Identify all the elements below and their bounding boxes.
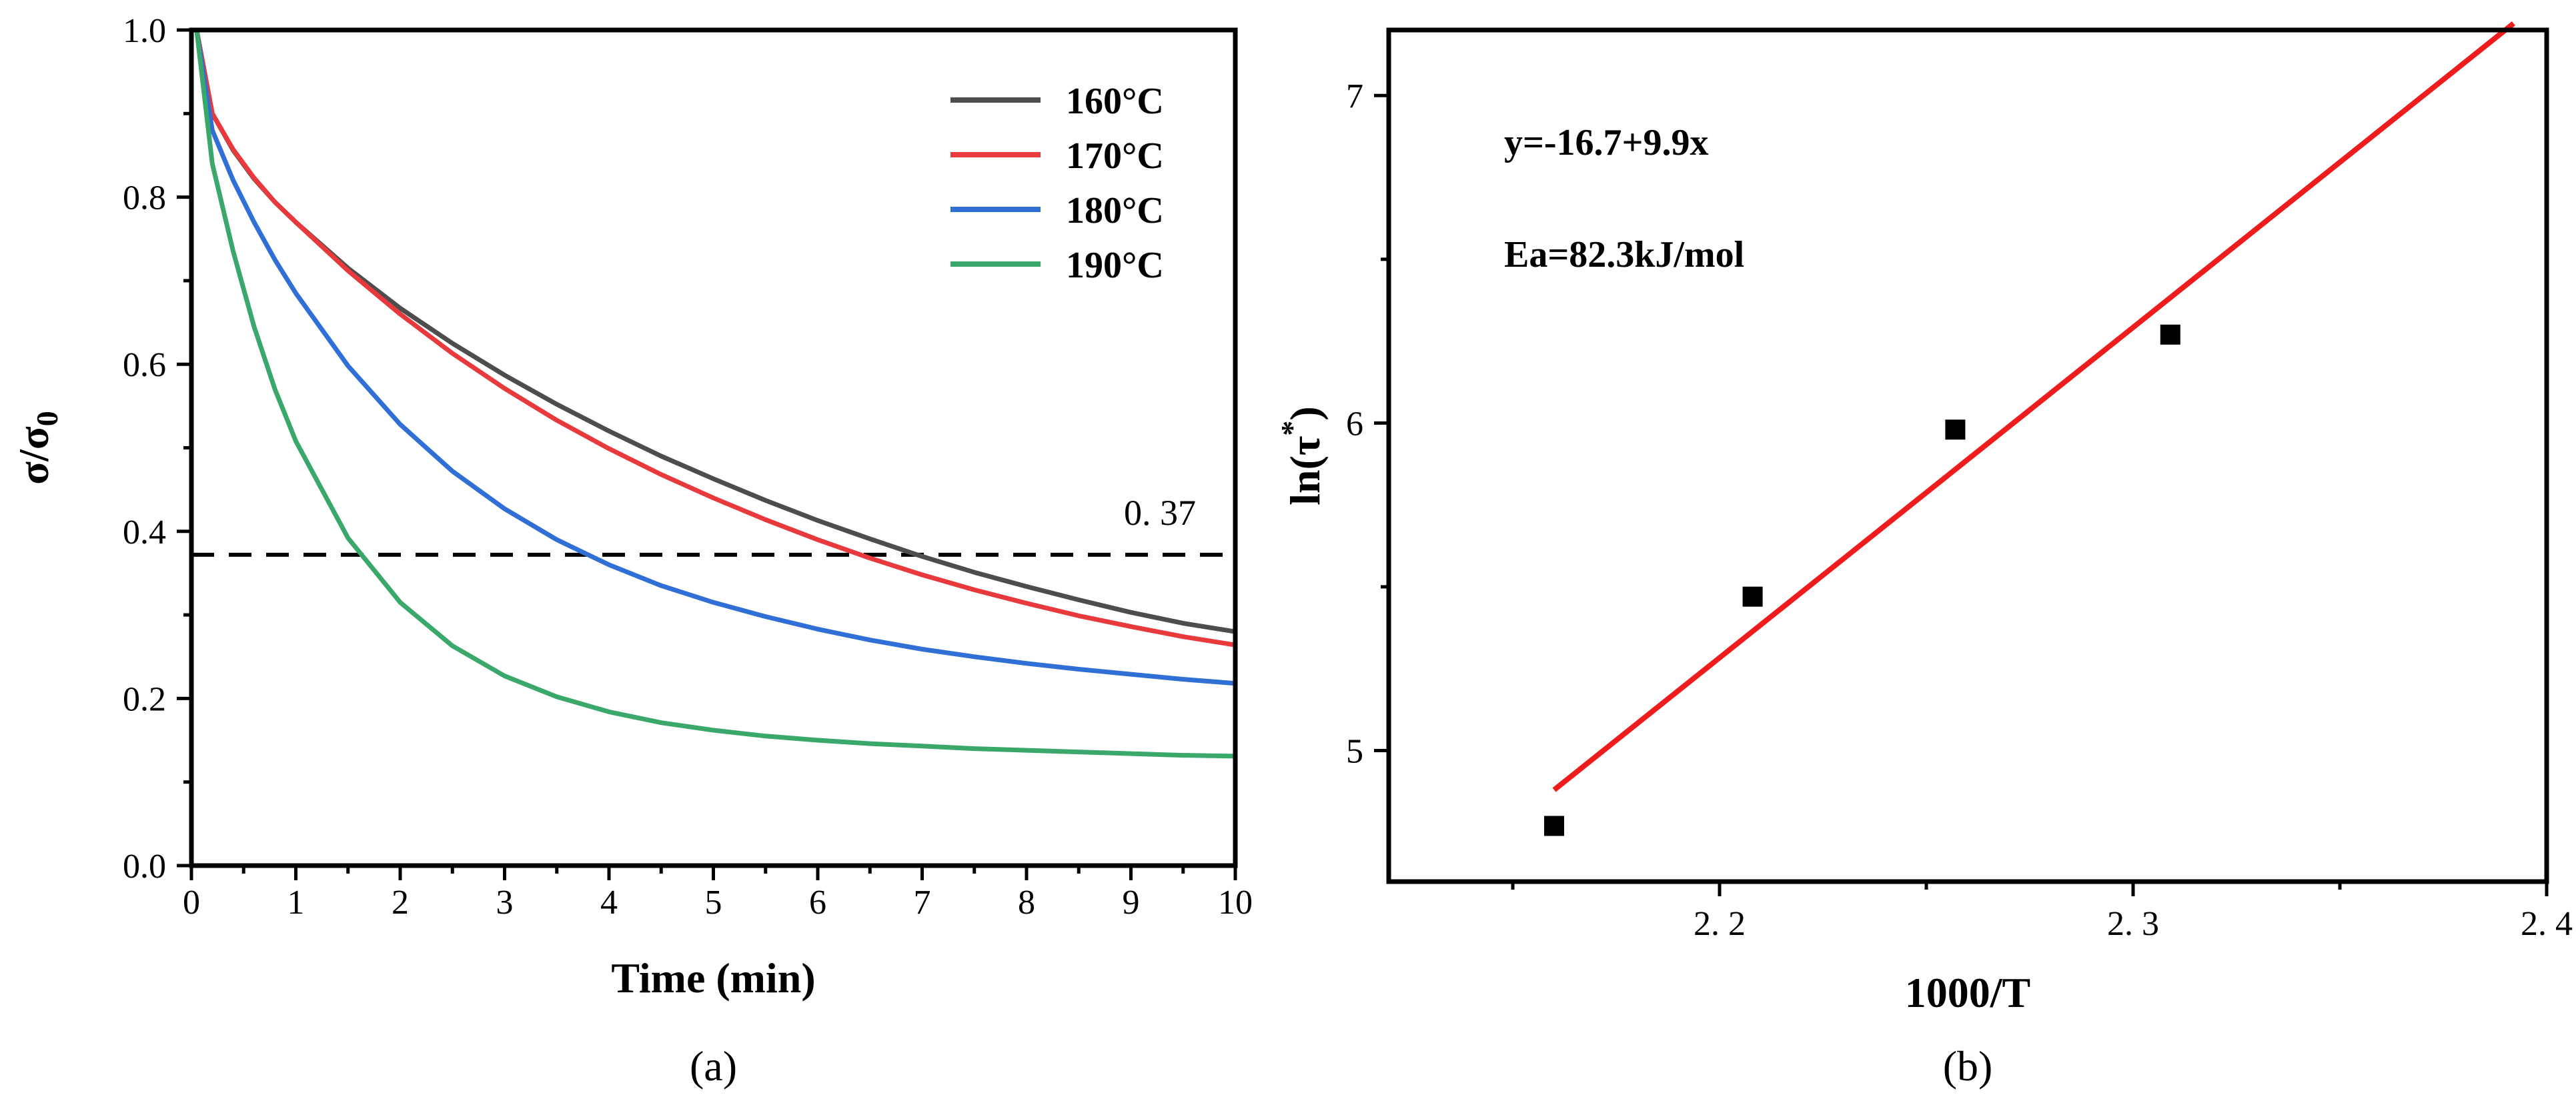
x-tick-label-7: 7	[914, 884, 931, 922]
x-tick-label-0: 2. 2	[1694, 905, 1746, 943]
x-tick-label-3: 3	[496, 884, 514, 922]
panel-b-x-axis-title: 1000/T	[1905, 969, 2030, 1016]
panel-a-series	[194, 29, 1236, 759]
x-tick-label-6: 6	[809, 884, 826, 922]
panel-a-caption: (a)	[690, 1042, 737, 1090]
panel-a-y-axis-title: σ/σ0	[10, 411, 64, 484]
panel-b-arrhenius: 2. 2 2. 3 2. 4 5 6 7 y=-16.7+9.9x Ea=82.3kJ/…	[1275, 21, 2573, 1090]
activation-energy: Ea=82.3kJ/mol	[1504, 234, 1744, 275]
legend-label-2: 180°C	[1066, 190, 1164, 231]
y-tick-label-0: 5	[1346, 733, 1363, 771]
x-tick-label-10: 10	[1218, 884, 1253, 922]
x-tick-label-2: 2	[392, 884, 409, 922]
y-tick-label-4: 0.8	[123, 179, 166, 217]
panel-b-frame	[1386, 27, 2549, 884]
panel-b-y-ticks: 5 6 7	[1346, 77, 1389, 771]
y-tick-label-0: 0.0	[123, 848, 166, 886]
legend-label-3: 190°C	[1066, 245, 1164, 286]
y-tick-label-1: 0.2	[123, 680, 166, 718]
series-line-3	[194, 29, 1236, 759]
x-tick-label-1: 2. 3	[2107, 905, 2159, 943]
x-tick-label-8: 8	[1018, 884, 1035, 922]
x-tick-label-1: 1	[287, 884, 305, 922]
y-title-superscript: *	[1275, 421, 1309, 436]
y-tick-label-2: 0.4	[123, 513, 166, 552]
data-point-3	[2160, 324, 2180, 345]
x-tick-label-0: 0	[183, 884, 200, 922]
x-tick-label-2: 2. 4	[2521, 905, 2573, 943]
fit-equation: y=-16.7+9.9x	[1504, 122, 1708, 163]
legend-label-1: 170°C	[1066, 135, 1164, 177]
panel-a-legend: 160°C 170°C 180°C 190°C	[950, 81, 1164, 286]
panel-a-time-decay: 0. 37 0 1 2 3 4 5 6 7 8 9 10 0.0 0.2 0.4 0.6 0.8 1.0 16…	[10, 12, 1253, 1090]
panel-b-caption: (b)	[1943, 1042, 1993, 1090]
panel-b-points	[1544, 324, 2180, 836]
y-title-main: ln(τ	[1281, 436, 1329, 505]
y-title-main: σ/σ	[10, 426, 57, 485]
data-point-0	[1544, 816, 1564, 836]
y-title-subscript: 0	[30, 411, 64, 426]
y-tick-label-3: 0.6	[123, 346, 166, 384]
x-tick-label-5: 5	[705, 884, 722, 922]
series-line-1	[194, 29, 1236, 648]
fit-line	[1552, 21, 2515, 792]
y-tick-label-1: 6	[1346, 405, 1363, 443]
legend-label-0: 160°C	[1066, 81, 1164, 122]
y-tick-label-2: 7	[1346, 77, 1363, 115]
panel-a-x-axis-title: Time (min)	[611, 954, 815, 1002]
panel-b-x-ticks: 2. 2 2. 3 2. 4	[1511, 882, 2573, 943]
panel-b-y-axis-title: ln(τ*)	[1275, 406, 1329, 505]
y-tick-label-5: 1.0	[123, 12, 166, 50]
data-point-2	[1945, 419, 1966, 440]
panel-a-y-ticks: 0.0 0.2 0.4 0.6 0.8 1.0	[123, 12, 191, 886]
series-line-2	[194, 29, 1236, 686]
data-point-1	[1742, 586, 1763, 607]
panel-a-x-ticks: 0 1 2 3 4 5 6 7 8 9 10	[183, 866, 1253, 922]
x-tick-label-9: 9	[1123, 884, 1140, 922]
x-tick-label-4: 4	[600, 884, 618, 922]
reference-line-label: 0. 37	[1124, 493, 1196, 533]
y-title-close: )	[1281, 406, 1329, 420]
